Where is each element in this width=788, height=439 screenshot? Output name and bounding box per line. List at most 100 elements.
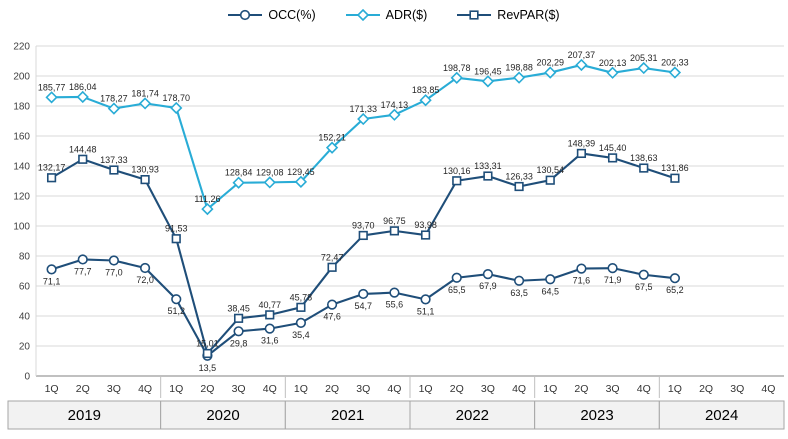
svg-text:129,08: 129,08	[256, 167, 284, 177]
svg-text:2020: 2020	[206, 407, 239, 424]
svg-text:205,31: 205,31	[630, 53, 658, 63]
svg-text:207,37: 207,37	[568, 50, 596, 60]
svg-text:51,1: 51,1	[417, 306, 435, 316]
svg-text:196,45: 196,45	[474, 66, 502, 76]
svg-text:4Q: 4Q	[761, 383, 775, 395]
svg-text:38,45: 38,45	[227, 303, 250, 313]
svg-text:0: 0	[24, 372, 30, 383]
svg-text:93,98: 93,98	[414, 220, 437, 230]
svg-text:3Q: 3Q	[481, 383, 495, 395]
svg-text:4Q: 4Q	[637, 383, 651, 395]
data-labels-circle: 71,1 77,7 77,0 72,0 51,2 13,5 29,8 31,6 35,4 47,6…	[43, 266, 684, 372]
legend-item-revpar: RevPAR($)	[457, 8, 560, 22]
svg-text:29,8: 29,8	[230, 338, 248, 348]
svg-text:198,88: 198,88	[505, 63, 533, 73]
svg-text:2024: 2024	[705, 407, 738, 424]
svg-text:40,77: 40,77	[258, 300, 281, 310]
legend-label-revpar: RevPAR($)	[497, 8, 560, 22]
svg-text:3Q: 3Q	[232, 383, 246, 395]
year-band: 2019 2020 2021 2022 2023 2024	[7, 400, 785, 430]
svg-text:67,5: 67,5	[635, 282, 653, 292]
svg-text:72,47: 72,47	[321, 252, 344, 262]
svg-text:96,75: 96,75	[383, 216, 406, 226]
gridlines	[35, 45, 784, 377]
svg-text:2021: 2021	[331, 407, 364, 424]
svg-text:133,31: 133,31	[474, 161, 502, 171]
svg-text:220: 220	[13, 42, 30, 53]
svg-text:137,33: 137,33	[100, 155, 128, 165]
svg-text:4Q: 4Q	[263, 383, 277, 395]
legend-label-occ: OCC(%)	[268, 8, 316, 22]
svg-text:144,48: 144,48	[69, 144, 97, 154]
svg-text:128,84: 128,84	[225, 168, 253, 178]
svg-text:4Q: 4Q	[138, 383, 152, 395]
svg-text:129,45: 129,45	[287, 167, 315, 177]
svg-text:3Q: 3Q	[107, 383, 121, 395]
svg-text:2Q: 2Q	[699, 383, 713, 395]
svg-text:2Q: 2Q	[76, 383, 90, 395]
svg-text:183,85: 183,85	[412, 85, 440, 95]
svg-text:93,70: 93,70	[352, 220, 375, 230]
svg-text:2022: 2022	[456, 407, 489, 424]
legend: OCC(%) ADR($) RevPAR($)	[0, 8, 788, 22]
svg-text:67,9: 67,9	[479, 281, 497, 291]
svg-text:45,78: 45,78	[290, 292, 313, 302]
svg-text:100: 100	[13, 222, 30, 233]
svg-text:31,6: 31,6	[261, 336, 279, 346]
svg-text:130,16: 130,16	[443, 166, 471, 176]
svg-text:2Q: 2Q	[200, 383, 214, 395]
svg-text:65,5: 65,5	[448, 285, 466, 295]
svg-text:51,2: 51,2	[167, 306, 185, 316]
svg-text:2Q: 2Q	[574, 383, 588, 395]
svg-text:35,4: 35,4	[292, 330, 310, 340]
svg-text:71,1: 71,1	[43, 276, 61, 286]
svg-text:47,6: 47,6	[323, 312, 341, 322]
svg-text:2Q: 2Q	[450, 383, 464, 395]
svg-text:54,7: 54,7	[354, 301, 372, 311]
svg-text:186,04: 186,04	[69, 82, 97, 92]
svg-text:200: 200	[13, 72, 30, 83]
svg-text:40: 40	[19, 312, 31, 323]
svg-text:80: 80	[19, 252, 31, 263]
svg-text:185,77: 185,77	[38, 82, 66, 92]
legend-item-occ: OCC(%)	[228, 8, 316, 22]
svg-text:126,33: 126,33	[505, 172, 533, 182]
svg-text:1Q: 1Q	[419, 383, 433, 395]
legend-item-adr: ADR($)	[345, 8, 427, 22]
svg-text:132,17: 132,17	[38, 163, 66, 173]
svg-text:111,26: 111,26	[194, 194, 220, 204]
svg-text:60: 60	[19, 282, 31, 293]
svg-text:202,29: 202,29	[536, 58, 564, 68]
series-revpar	[46, 148, 680, 359]
svg-text:152,21: 152,21	[318, 133, 346, 143]
svg-text:120: 120	[13, 192, 30, 203]
svg-text:1Q: 1Q	[294, 383, 308, 395]
svg-text:148,39: 148,39	[568, 138, 596, 148]
y-axis-tick-labels: 0 20 40 60 80 100 120 140 160 180 200 220	[13, 42, 30, 383]
svg-text:71,9: 71,9	[604, 275, 622, 285]
svg-text:178,70: 178,70	[162, 93, 190, 103]
svg-text:4Q: 4Q	[387, 383, 401, 395]
svg-text:1Q: 1Q	[668, 383, 682, 395]
adr-line-diamond-icon	[345, 9, 380, 21]
svg-text:181,74: 181,74	[131, 88, 159, 98]
occ-line-circle-icon	[228, 9, 263, 21]
svg-text:13,5: 13,5	[199, 363, 217, 373]
svg-text:3Q: 3Q	[356, 383, 370, 395]
svg-text:171,33: 171,33	[349, 104, 377, 114]
svg-text:4Q: 4Q	[512, 383, 526, 395]
svg-text:3Q: 3Q	[606, 383, 620, 395]
svg-text:77,7: 77,7	[74, 266, 92, 276]
svg-text:130,54: 130,54	[536, 165, 564, 175]
svg-text:64,5: 64,5	[541, 286, 559, 296]
svg-text:202,33: 202,33	[661, 58, 689, 68]
svg-text:20: 20	[19, 342, 31, 353]
svg-text:1Q: 1Q	[169, 383, 183, 395]
svg-text:72,0: 72,0	[136, 275, 154, 285]
svg-text:2019: 2019	[68, 407, 101, 424]
svg-text:65,2: 65,2	[666, 285, 684, 295]
svg-text:140: 140	[13, 162, 30, 173]
